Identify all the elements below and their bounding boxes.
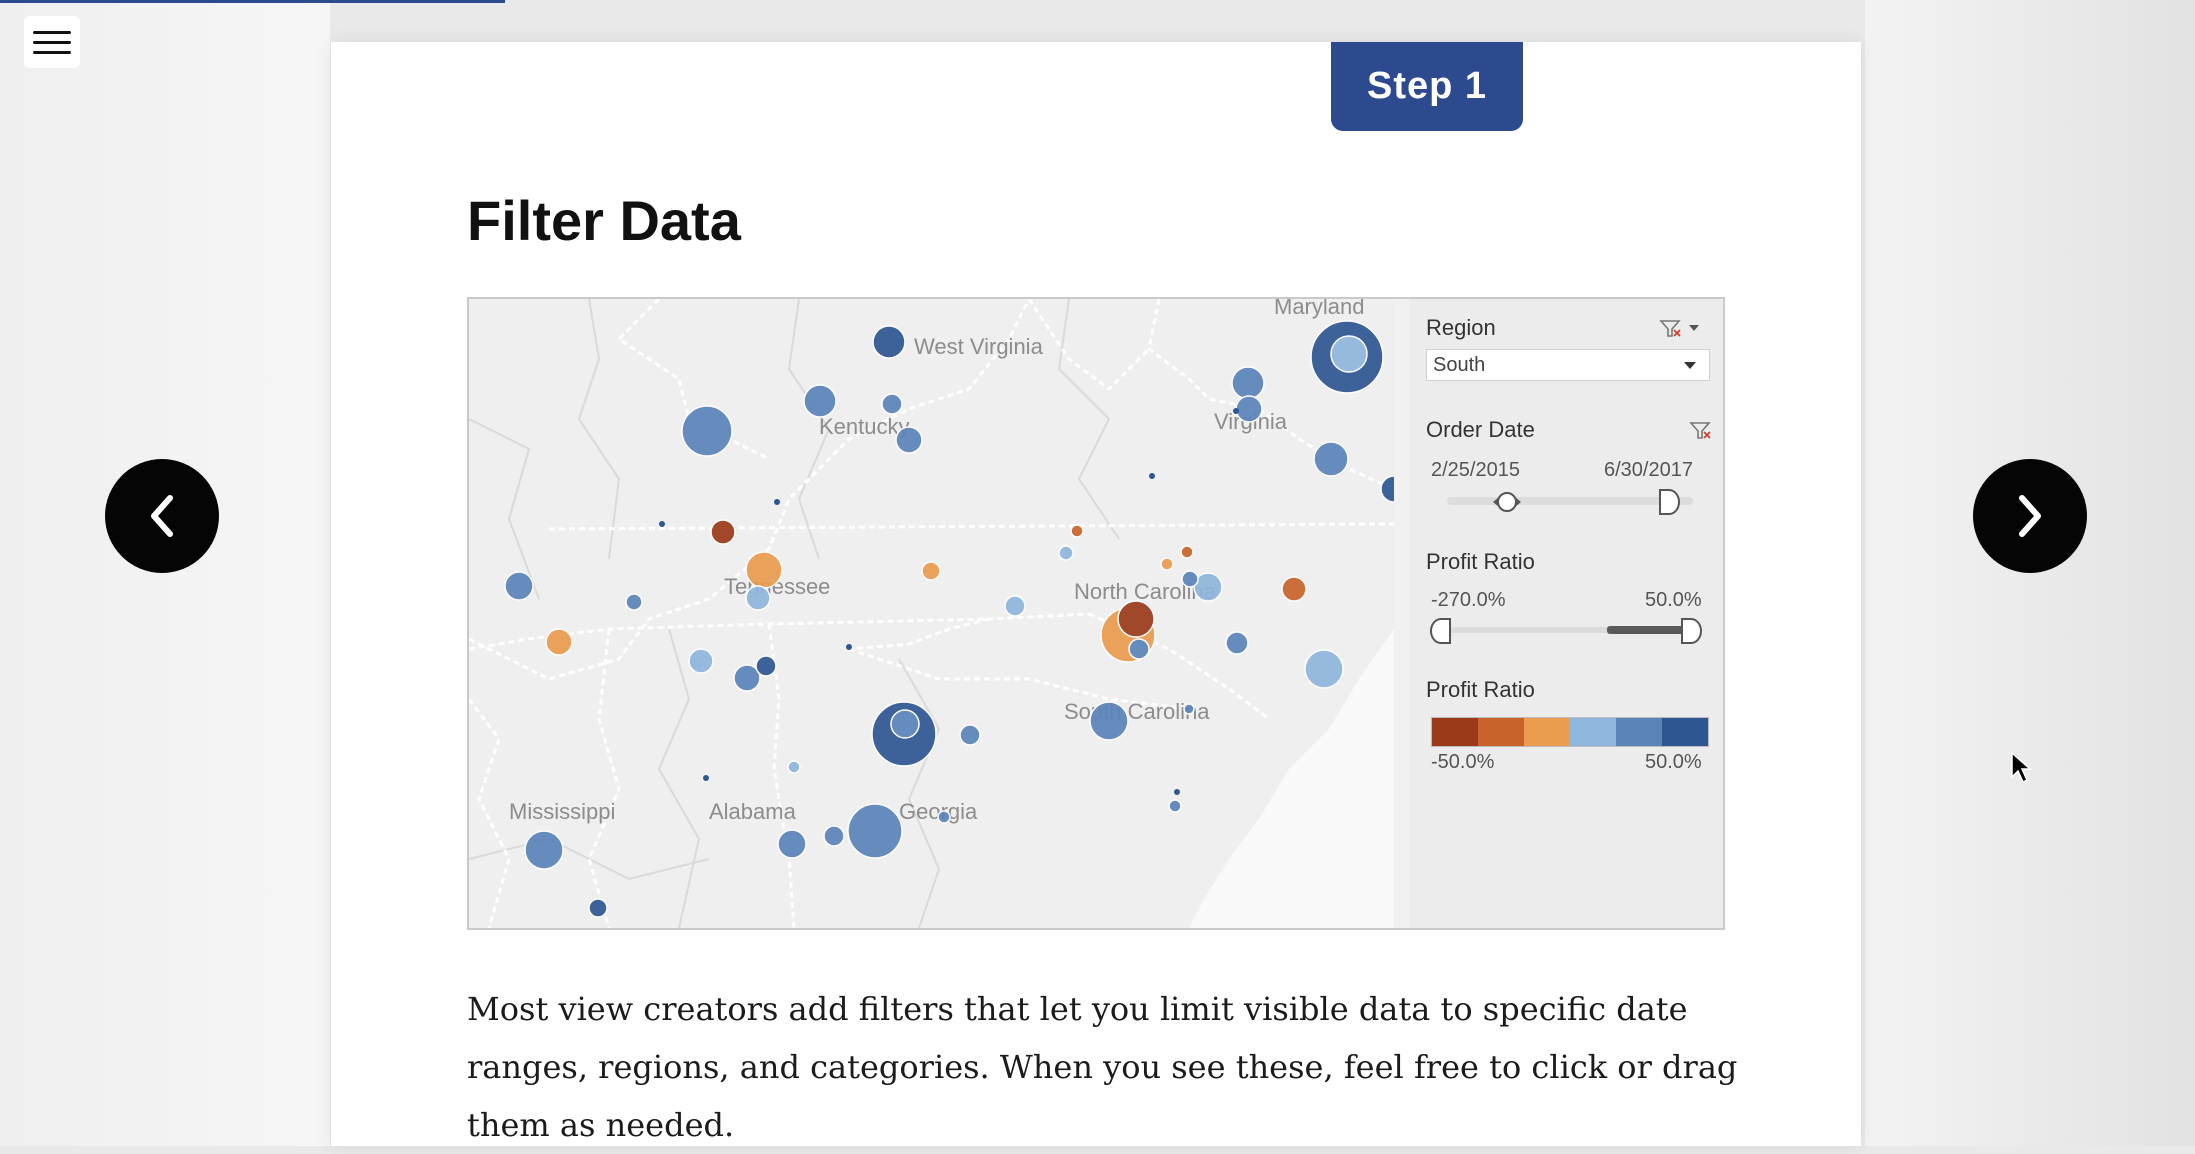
data-point bbox=[1281, 576, 1307, 602]
data-point bbox=[1231, 366, 1265, 400]
profit-ratio-max: 50.0% bbox=[1645, 589, 1702, 611]
mouse-cursor-icon bbox=[2011, 751, 2032, 784]
dropdown-arrow-icon bbox=[1684, 362, 1696, 369]
clear-filter-icon[interactable] bbox=[1689, 421, 1713, 441]
menu-icon bbox=[33, 30, 71, 34]
data-point bbox=[1089, 701, 1129, 741]
region-dropdown-value: South bbox=[1433, 354, 1486, 376]
data-point bbox=[545, 628, 573, 656]
data-point bbox=[1058, 545, 1074, 561]
data-point bbox=[1304, 649, 1344, 689]
state-label-mississippi: Mississippi bbox=[509, 799, 615, 824]
data-point bbox=[745, 551, 783, 589]
order-date-start: 2/25/2015 bbox=[1431, 459, 1520, 481]
profit-ratio-min-handle[interactable] bbox=[1429, 617, 1453, 645]
data-point bbox=[1128, 638, 1150, 660]
data-point bbox=[881, 393, 903, 415]
region-dropdown[interactable]: South bbox=[1426, 349, 1710, 381]
menu-button[interactable] bbox=[24, 16, 80, 68]
data-point bbox=[733, 664, 761, 692]
filter-panel: Region South Order Date 2/25/2015 6/30/2… bbox=[1409, 299, 1723, 928]
step-badge: Step 1 bbox=[1331, 42, 1523, 131]
data-point bbox=[890, 709, 920, 739]
data-point bbox=[1380, 475, 1394, 503]
data-point bbox=[1235, 395, 1263, 423]
page-title: Filter Data bbox=[467, 189, 741, 252]
data-point bbox=[1225, 631, 1249, 655]
data-point bbox=[1004, 595, 1026, 617]
profit-ratio-max-handle[interactable] bbox=[1679, 617, 1703, 645]
data-point bbox=[1160, 557, 1174, 571]
data-point bbox=[625, 593, 643, 611]
profit-ratio-color-legend bbox=[1431, 717, 1709, 747]
state-label-west-virginia: West Virginia bbox=[914, 334, 1044, 359]
data-point bbox=[504, 571, 534, 601]
order-date-slider[interactable] bbox=[1447, 497, 1693, 505]
profit-ratio-legend-title: Profit Ratio bbox=[1426, 677, 1535, 702]
order-date-end: 6/30/2017 bbox=[1604, 459, 1693, 481]
profit-ratio-selected-range bbox=[1607, 626, 1701, 634]
state-label-kentucky: Kentucky bbox=[819, 414, 910, 439]
step-description: Most view creators add filters that let … bbox=[467, 990, 1738, 1144]
data-point bbox=[872, 325, 906, 359]
data-point bbox=[681, 405, 733, 457]
progress-bar bbox=[0, 0, 505, 3]
data-point bbox=[688, 648, 714, 674]
chevron-right-icon bbox=[2019, 495, 2041, 537]
data-point bbox=[710, 519, 736, 545]
profit-ratio-filter-title: Profit Ratio bbox=[1426, 549, 1535, 574]
data-point bbox=[588, 898, 608, 918]
legend-max-label: 50.0% bbox=[1645, 751, 1702, 773]
data-point bbox=[803, 384, 837, 418]
data-point bbox=[921, 561, 941, 581]
next-button[interactable] bbox=[1973, 459, 2087, 573]
data-point bbox=[1070, 524, 1084, 538]
legend-min-label: -50.0% bbox=[1431, 751, 1495, 773]
state-label-maryland: Maryland bbox=[1274, 299, 1364, 319]
data-point bbox=[1168, 799, 1182, 813]
region-filter-title: Region bbox=[1426, 315, 1496, 340]
order-date-filter-title: Order Date bbox=[1426, 417, 1535, 442]
data-point bbox=[745, 585, 771, 611]
order-date-start-handle[interactable] bbox=[1489, 489, 1529, 515]
backdrop-right bbox=[1865, 0, 2195, 1146]
data-point bbox=[847, 803, 903, 859]
data-point bbox=[1183, 703, 1195, 715]
data-point bbox=[823, 825, 845, 847]
data-point bbox=[787, 760, 801, 774]
backdrop-left bbox=[0, 0, 330, 1146]
data-point bbox=[1181, 570, 1199, 588]
map: West Virginia Virginia Maryland Kentucky… bbox=[469, 299, 1394, 928]
data-point bbox=[524, 830, 564, 870]
profit-ratio-slider[interactable] bbox=[1439, 626, 1701, 634]
data-point bbox=[1193, 572, 1223, 602]
data-point bbox=[937, 810, 951, 824]
previous-button[interactable] bbox=[105, 459, 219, 573]
profit-ratio-min: -270.0% bbox=[1431, 589, 1506, 611]
state-label-alabama: Alabama bbox=[709, 799, 797, 824]
data-point bbox=[777, 829, 807, 859]
data-point bbox=[1117, 600, 1155, 638]
chevron-left-icon bbox=[151, 495, 173, 537]
data-point bbox=[959, 724, 981, 746]
data-point bbox=[755, 655, 777, 677]
clear-filter-icon[interactable] bbox=[1659, 319, 1705, 339]
data-point bbox=[1330, 335, 1368, 373]
order-date-end-handle[interactable] bbox=[1657, 488, 1681, 516]
data-point bbox=[1180, 545, 1194, 559]
data-point bbox=[895, 426, 923, 454]
dashboard-image: West Virginia Virginia Maryland Kentucky… bbox=[467, 297, 1725, 930]
data-point bbox=[1313, 441, 1349, 477]
